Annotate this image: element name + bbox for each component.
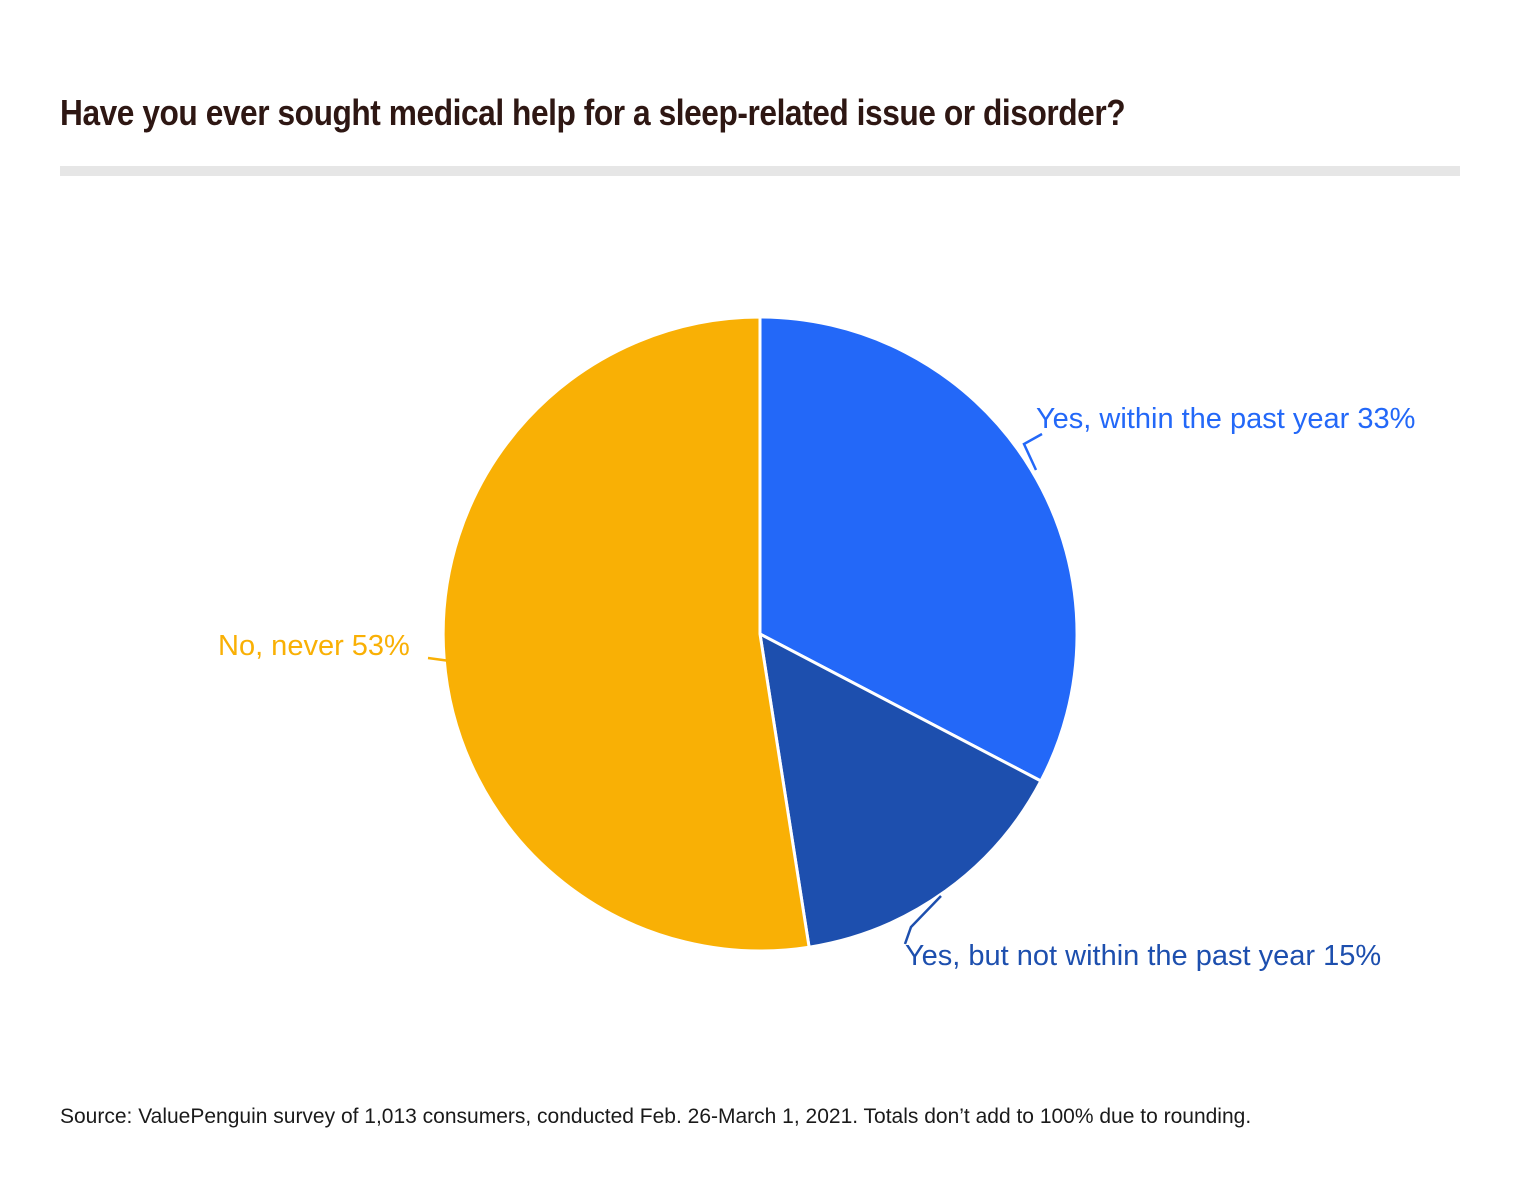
- source-note: Source: ValuePenguin survey of 1,013 con…: [60, 1105, 1252, 1128]
- pie-slice-1: [758, 632, 1043, 949]
- callout-line-yes-not-within-icon: [903, 895, 942, 945]
- pie-slice-0: [758, 315, 1079, 783]
- label-yes-not-within-past-year: Yes, but not within the past year 15%: [905, 940, 1382, 972]
- label-yes-within-past-year: Yes, within the past year 33%: [1036, 403, 1416, 435]
- callout-line-no-never-icon: [427, 656, 451, 663]
- pie-slices-group: [441, 315, 1079, 953]
- divider-bar: [60, 166, 1460, 176]
- pie-slice-2: [441, 315, 811, 953]
- label-no-never: No, never 53%: [218, 630, 410, 662]
- chart-title: Have you ever sought medical help for a …: [60, 92, 1126, 133]
- callout-line-yes-within-icon: [1022, 432, 1043, 471]
